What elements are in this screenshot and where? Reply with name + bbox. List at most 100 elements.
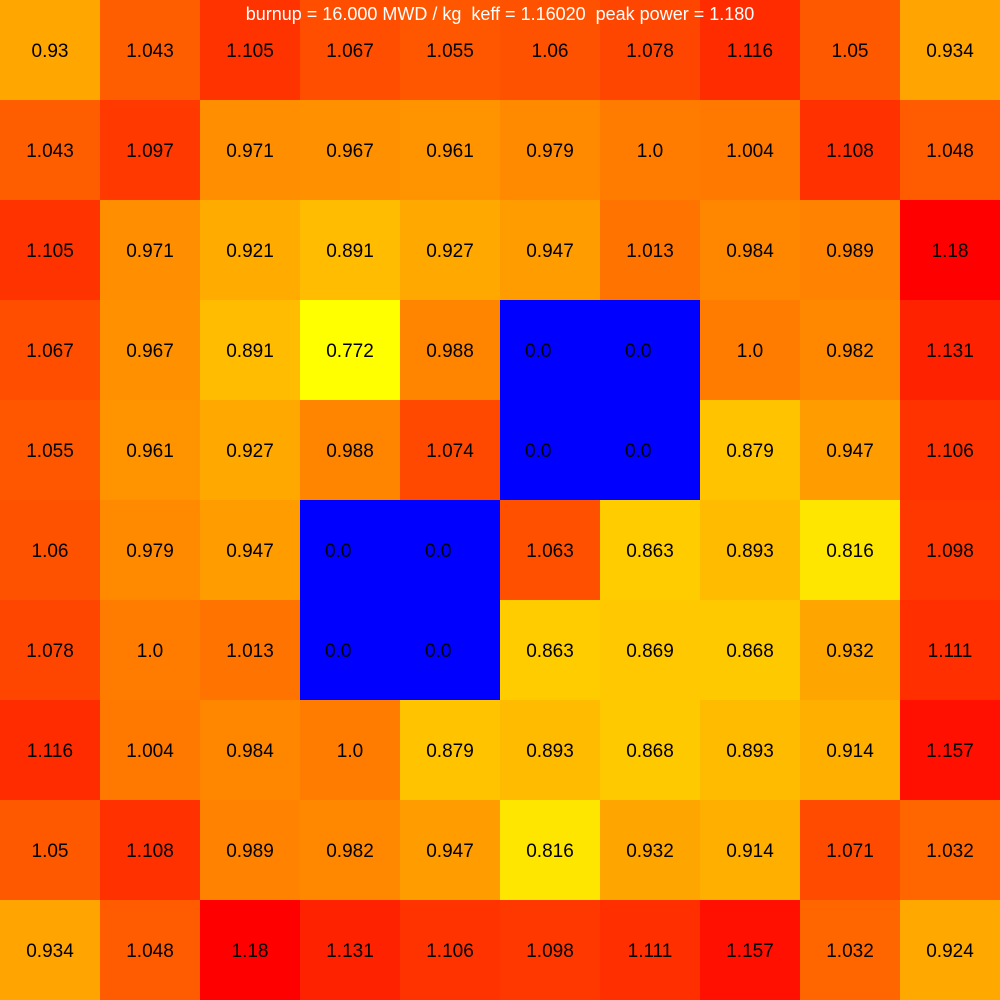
- heatmap-cell: [0, 400, 101, 501]
- heatmap-cell: [500, 300, 601, 401]
- heatmap-cell: [800, 0, 901, 101]
- cell-value-label: 1.131: [326, 941, 374, 962]
- heatmap-cell: [200, 400, 301, 501]
- cell-value-label: 0.988: [426, 341, 474, 362]
- heatmap-cell: [0, 700, 101, 801]
- cell-value-label: 0.816: [826, 541, 874, 562]
- heatmap-cell: [200, 700, 301, 801]
- heatmap-cell: [600, 0, 701, 101]
- heatmap-cell: [300, 0, 401, 101]
- heatmap-cell: [900, 400, 1000, 501]
- cell-value-label: 0.989: [226, 841, 274, 862]
- cell-value-label: 1.0: [637, 141, 663, 162]
- heatmap-cell: [400, 100, 501, 201]
- cell-value-label: 1.0: [737, 341, 763, 362]
- cell-value-label: 0.989: [826, 241, 874, 262]
- heatmap-cell: [700, 500, 801, 601]
- heatmap-cell: [400, 200, 501, 301]
- heatmap-cell: [0, 600, 101, 701]
- cell-value-label: 1.108: [126, 841, 174, 862]
- heatmap-cell: [0, 200, 101, 301]
- cell-value-label: 1.098: [926, 541, 974, 562]
- heatmap-cell: [400, 0, 501, 101]
- cell-value-label: 1.111: [928, 641, 973, 662]
- cell-value-label: 0.0: [325, 541, 351, 562]
- cell-value-label: 0.0: [525, 341, 551, 362]
- cell-value-label: 1.157: [926, 741, 974, 762]
- cell-value-label: 1.048: [926, 141, 974, 162]
- cell-value-label: 0.0: [625, 441, 651, 462]
- heatmap-cell: [500, 200, 601, 301]
- heatmap-cell: [700, 200, 801, 301]
- cell-value-label: 1.004: [126, 741, 174, 762]
- heatmap-cell: [300, 500, 401, 601]
- heatmap-cell: [500, 400, 601, 501]
- heatmap-cell: [800, 200, 901, 301]
- cell-value-label: 0.0: [625, 341, 651, 362]
- heatmap-cell: [600, 600, 701, 701]
- cell-value-label: 1.111: [628, 941, 673, 962]
- cell-value-label: 0.971: [126, 241, 174, 262]
- heatmap-cell: [200, 600, 301, 701]
- cell-value-label: 1.06: [532, 41, 569, 62]
- cell-value-label: 1.116: [727, 41, 773, 62]
- heatmap-cell: [600, 700, 701, 801]
- cell-value-label: 1.004: [726, 141, 774, 162]
- heatmap-cell: [700, 0, 801, 101]
- cell-value-label: 0.914: [726, 841, 774, 862]
- heatmap-cell: [600, 800, 701, 901]
- cell-value-label: 1.108: [826, 141, 874, 162]
- heatmap-cell: [800, 900, 901, 1000]
- heatmap-cell: [600, 900, 701, 1000]
- cell-value-label: 1.157: [726, 941, 774, 962]
- heatmap-cell: [900, 900, 1000, 1000]
- cell-value-label: 0.927: [226, 441, 274, 462]
- cell-value-label: 1.131: [926, 341, 974, 362]
- heatmap-cell: [800, 800, 901, 901]
- cell-value-label: 1.067: [326, 41, 374, 62]
- heatmap-cell: [900, 200, 1000, 301]
- cell-value-label: 0.961: [426, 141, 474, 162]
- heatmap-cell: [400, 900, 501, 1000]
- cell-value-label: 0.934: [926, 41, 974, 62]
- heatmap-cell: [600, 200, 701, 301]
- heatmap-cell: [600, 300, 701, 401]
- heatmap-cell: [0, 300, 101, 401]
- heatmap-cell: [400, 800, 501, 901]
- heatmap-cell: [900, 600, 1000, 701]
- cell-value-label: 0.869: [626, 641, 674, 662]
- heatmap-cell: [500, 0, 601, 101]
- cell-value-label: 0.863: [526, 641, 574, 662]
- cell-value-label: 0.947: [526, 241, 574, 262]
- cell-value-label: 0.868: [626, 741, 674, 762]
- heatmap-cell: [700, 400, 801, 501]
- heatmap-cell: [800, 500, 901, 601]
- cell-value-label: 1.032: [826, 941, 874, 962]
- cell-value-label: 0.932: [826, 641, 874, 662]
- heatmap-cell: [700, 900, 801, 1000]
- cell-value-label: 0.921: [226, 241, 274, 262]
- cell-value-label: 1.078: [626, 41, 674, 62]
- cell-value-label: 0.979: [526, 141, 574, 162]
- heatmap-cell: [0, 900, 101, 1000]
- heatmap-cell: [200, 200, 301, 301]
- cell-value-label: 1.106: [926, 441, 974, 462]
- heatmap-cell: [900, 100, 1000, 201]
- cell-value-label: 0.971: [226, 141, 274, 162]
- heatmap-cell: [800, 100, 901, 201]
- cell-value-label: 0.927: [426, 241, 474, 262]
- cell-value-label: 0.924: [926, 941, 974, 962]
- cell-value-label: 1.105: [26, 241, 74, 262]
- heatmap-cell: [900, 300, 1000, 401]
- heatmap-cell: [600, 500, 701, 601]
- cell-value-label: 1.074: [426, 441, 474, 462]
- cell-value-label: 0.0: [425, 641, 451, 662]
- heatmap-cell: [700, 100, 801, 201]
- cell-value-label: 0.947: [226, 541, 274, 562]
- cell-value-label: 1.106: [426, 941, 474, 962]
- heatmap-cell: [0, 800, 101, 901]
- heatmap-cell: [500, 900, 601, 1000]
- cell-value-label: 0.0: [525, 441, 551, 462]
- heatmap-cell: [300, 300, 401, 401]
- cell-value-label: 1.078: [26, 641, 74, 662]
